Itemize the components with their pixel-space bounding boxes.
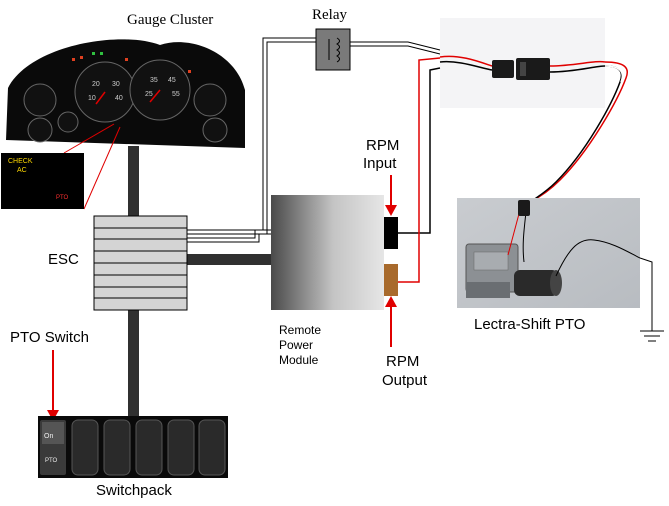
harness-esc-to-rpm [187, 254, 271, 265]
relay-wires [187, 37, 441, 243]
rpm-signal-wires [398, 57, 441, 283]
esc-module [93, 215, 188, 311]
svg-text:40: 40 [115, 95, 123, 102]
inset-callout-lines [63, 123, 121, 210]
rpm-input-label-line1: RPM [366, 137, 400, 154]
svg-text:10: 10 [88, 95, 96, 102]
rpm-output-label-line2: Output [382, 372, 428, 389]
ground-symbol [639, 257, 664, 342]
inset-check-text: CHECK [8, 158, 33, 165]
svg-text:35: 35 [150, 77, 158, 84]
svg-text:45: 45 [168, 77, 176, 84]
remote-power-module [271, 195, 384, 310]
rpm-input-label-line2: Input [363, 155, 397, 172]
rpm-output-label-line1: RPM [386, 353, 420, 370]
switch-on-text: On [44, 433, 53, 440]
switch-pto-text: PTO [45, 458, 58, 464]
svg-text:20: 20 [92, 81, 100, 88]
lectra-shift-pto-label: Lectra-Shift PTO [474, 316, 586, 333]
switchpack [38, 416, 228, 478]
svg-text:30: 30 [112, 81, 120, 88]
remote-power-module-label-line1: Remote [279, 323, 322, 337]
esc-label: ESC [48, 251, 79, 268]
switchpack-label: Switchpack [96, 482, 172, 499]
inset-ac-text: AC [17, 167, 27, 174]
inset-pto-text: PTO [56, 195, 69, 201]
lectra-shift-pto-photo [457, 198, 641, 308]
pto-switch-arrow [47, 350, 59, 421]
indicator-inset [1, 153, 84, 209]
remote-power-module-label-line2: Power [279, 338, 314, 352]
harness-esc-to-switchpack [128, 310, 139, 420]
pto-harness-wires [527, 61, 628, 205]
svg-text:25: 25 [145, 91, 153, 98]
gauge-cluster-label: Gauge Cluster [127, 12, 214, 28]
harness-cluster-to-esc [128, 146, 139, 216]
remote-power-module-label-line3: Module [279, 353, 319, 367]
rpm-output-connector [384, 264, 398, 296]
relay-box [315, 28, 351, 71]
gauge-cluster: 20 30 10 40 35 45 25 55 [6, 39, 245, 148]
rpm-output-arrow [385, 296, 397, 347]
rpm-input-arrow [385, 175, 397, 216]
rpm-input-connector [384, 217, 398, 249]
svg-text:55: 55 [172, 91, 180, 98]
relay-label: Relay [312, 7, 347, 23]
pto-switch-label: PTO Switch [10, 329, 89, 346]
connector-photo [439, 18, 606, 108]
